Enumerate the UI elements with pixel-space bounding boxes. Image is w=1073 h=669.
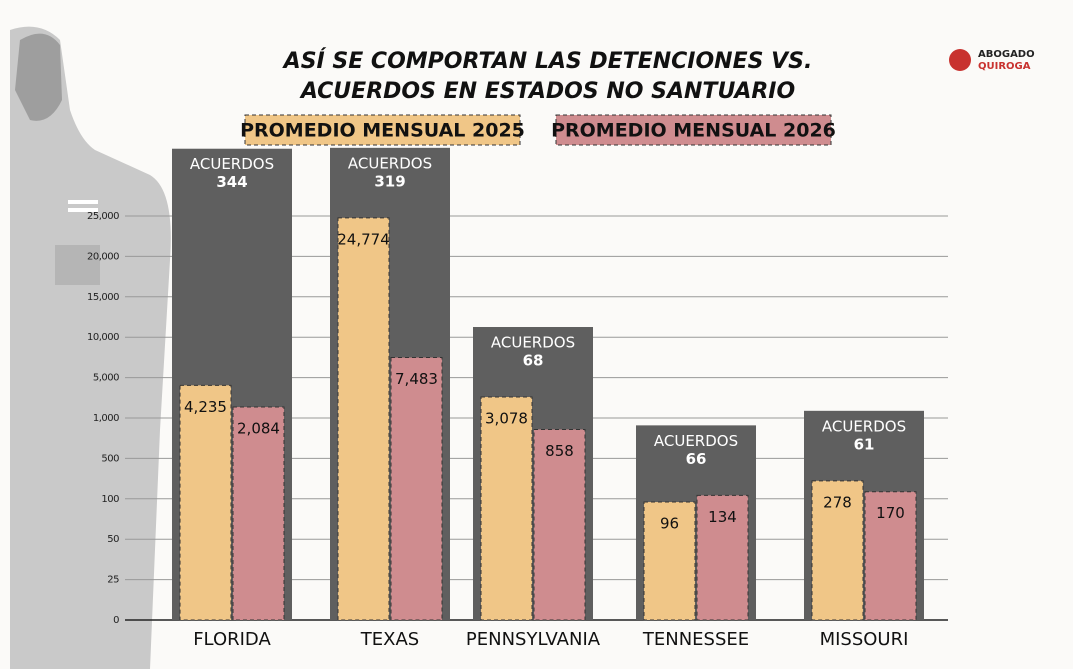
title: ASÍ SE COMPORTAN LAS DETENCIONES VS. ACU… [282, 48, 813, 104]
value-label: 96 [660, 515, 679, 533]
logo: ABOGADO QUIROGA [949, 49, 1035, 72]
y-tick-label: 500 [101, 453, 119, 464]
y-tick-label: 100 [101, 494, 119, 505]
value-label: 2,084 [237, 420, 280, 438]
x-tick-label: MISSOURI [820, 629, 909, 650]
panel-label: ACUERDOS [491, 334, 575, 352]
x-tick-label: TENNESSEE [642, 629, 749, 650]
value-label: 170 [876, 504, 905, 522]
bar [696, 494, 749, 621]
acuerdos-value: 61 [854, 435, 875, 453]
value-label: 3,078 [485, 410, 528, 428]
title-line: ACUERDOS EN ESTADOS NO SANTUARIO [299, 79, 795, 104]
bar [811, 480, 864, 621]
value-label: 278 [823, 493, 852, 511]
title-line: ASÍ SE COMPORTAN LAS DETENCIONES VS. [282, 48, 813, 74]
bar [179, 384, 232, 621]
panel-label: ACUERDOS [822, 417, 906, 435]
legend-label: PROMEDIO MENSUAL 2026 [551, 120, 836, 142]
logo-text: ABOGADO [978, 49, 1035, 60]
panel-label: ACUERDOS [190, 155, 274, 173]
logo-text: QUIROGA [978, 61, 1031, 72]
y-tick-label: 25,000 [87, 211, 119, 222]
bar [643, 501, 696, 621]
value-label: 858 [545, 442, 574, 460]
acuerdos-value: 319 [374, 172, 405, 190]
panel-label: ACUERDOS [348, 154, 432, 172]
officer-silhouette [10, 26, 171, 669]
x-tick-label: FLORIDA [193, 629, 271, 650]
acuerdos-value: 344 [216, 173, 247, 191]
y-tick-label: 5,000 [93, 373, 119, 384]
y-tick-label: 50 [107, 534, 119, 545]
bar [480, 396, 533, 621]
bar [533, 428, 586, 621]
value-label: 7,483 [395, 370, 438, 388]
legend-label: PROMEDIO MENSUAL 2025 [240, 120, 525, 142]
value-label: 134 [708, 508, 737, 526]
logo-mark [949, 49, 971, 71]
y-tick-label: 20,000 [87, 251, 119, 262]
y-tick-label: 1,000 [93, 413, 119, 424]
acuerdos-value: 68 [523, 352, 544, 370]
y-tick-label: 15,000 [87, 292, 119, 303]
y-tick-label: 0 [113, 615, 119, 626]
bar [390, 357, 443, 621]
bar [864, 491, 917, 621]
acuerdos-value: 66 [686, 450, 707, 468]
panel-label: ACUERDOS [654, 432, 738, 450]
y-tick-label: 10,000 [87, 332, 119, 343]
bar [232, 406, 285, 621]
value-label: 24,774 [337, 230, 390, 248]
bar [337, 217, 390, 621]
legend-swatch [555, 114, 832, 146]
x-tick-label: TEXAS [360, 629, 419, 650]
x-tick-label: PENNSYLVANIA [466, 629, 601, 650]
legend-swatch [244, 114, 521, 146]
value-label: 4,235 [184, 398, 227, 416]
y-tick-label: 25 [107, 575, 119, 586]
